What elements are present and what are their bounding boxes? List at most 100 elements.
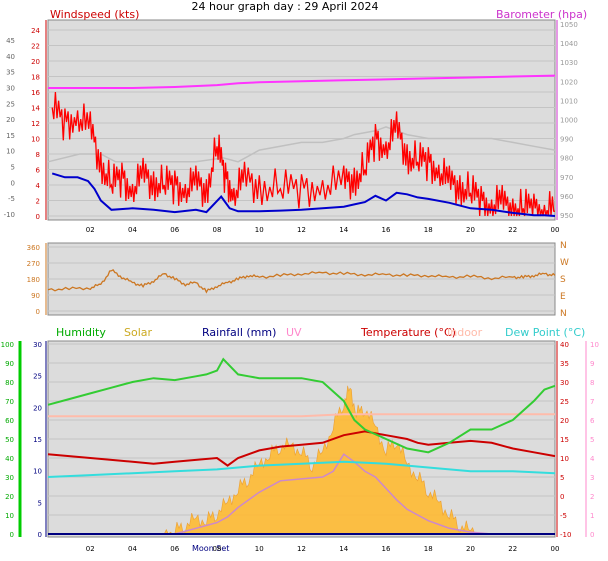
humidity-tick-label: 30 bbox=[5, 474, 14, 482]
outer-scale-tick-label: -5 bbox=[8, 195, 15, 203]
humidity-tick-label: 80 bbox=[5, 379, 14, 387]
direction-tick-label: 90 bbox=[31, 292, 40, 300]
x-tick-label: 10 bbox=[255, 226, 264, 234]
rainfall-tick-label: 15 bbox=[33, 436, 42, 444]
barometer-tick-label: 1010 bbox=[560, 97, 578, 105]
legend-uv: UV bbox=[286, 326, 302, 339]
humidity-tick-label: 100 bbox=[1, 341, 14, 349]
uv-tick-label: 2 bbox=[590, 493, 594, 501]
uv-tick-label: 0 bbox=[590, 531, 594, 539]
windspeed-tick-label: 22 bbox=[31, 43, 40, 51]
humidity-tick-label: 10 bbox=[5, 512, 14, 520]
barometer-tick-label: 1040 bbox=[560, 40, 578, 48]
rainfall-tick-label: 10 bbox=[33, 468, 42, 476]
average-wind-series bbox=[51, 172, 556, 217]
barometer-tick-label: 980 bbox=[560, 155, 573, 163]
barometer-series bbox=[48, 74, 556, 89]
barometer-tick-label: 1030 bbox=[560, 59, 578, 67]
windspeed-tick-label: 2 bbox=[36, 198, 40, 206]
x-tick-label: 20 bbox=[466, 226, 475, 234]
barometer-tick-label: 1020 bbox=[560, 78, 578, 86]
legend-indoor: Indoor bbox=[447, 326, 483, 339]
humidity-series bbox=[47, 357, 556, 454]
x-tick-label: 04 bbox=[128, 226, 137, 234]
temperature-tick-label: -10 bbox=[560, 531, 571, 539]
temperature-series bbox=[47, 430, 556, 467]
humidity-tick-label: 90 bbox=[5, 360, 14, 368]
x-tick-label: 08 bbox=[213, 545, 222, 553]
page-title: 24 hour graph day : 29 April 2024 bbox=[192, 0, 379, 13]
x-tick-label: 02 bbox=[86, 545, 95, 553]
rainfall-tick-label: 5 bbox=[38, 499, 42, 507]
temperature-tick-label: 20 bbox=[560, 417, 569, 425]
humidity-tick-label: 50 bbox=[5, 436, 14, 444]
compass-tick-label: E bbox=[560, 292, 566, 302]
x-tick-label: 14 bbox=[339, 226, 348, 234]
legend-temperature: Temperature (°C) bbox=[360, 326, 456, 339]
x-tick-label: 06 bbox=[170, 226, 179, 234]
barometer-tick-label: 1000 bbox=[560, 117, 578, 125]
legend-humidity: Humidity bbox=[56, 326, 106, 339]
solar-area-series bbox=[163, 385, 482, 535]
temperature-tick-label: 15 bbox=[560, 436, 569, 444]
x-tick-label: 16 bbox=[382, 545, 391, 553]
outer-scale-tick-label: -10 bbox=[4, 211, 15, 219]
windspeed-tick-label: 6 bbox=[36, 167, 41, 175]
x-tick-label: 00 bbox=[551, 226, 560, 234]
outer-scale-tick-label: 30 bbox=[6, 84, 15, 92]
uv-tick-label: 4 bbox=[590, 455, 595, 463]
uv-tick-label: 3 bbox=[590, 474, 594, 482]
x-tick-label: 12 bbox=[297, 545, 306, 553]
windspeed-tick-label: 18 bbox=[31, 74, 40, 82]
windspeed-tick-label: 16 bbox=[31, 89, 40, 97]
humidity-tick-label: 70 bbox=[5, 398, 14, 406]
direction-tick-label: 0 bbox=[36, 308, 40, 316]
compass-tick-label: N bbox=[560, 309, 567, 319]
windspeed-axis-label: Windspeed (kts) bbox=[50, 8, 139, 21]
temperature-tick-label: 25 bbox=[560, 398, 569, 406]
outer-scale-tick-label: 35 bbox=[6, 69, 15, 77]
outer-scale-tick-label: 0 bbox=[11, 179, 15, 187]
windspeed-tick-label: 0 bbox=[36, 213, 40, 221]
uv-tick-label: 9 bbox=[590, 360, 594, 368]
temperature-tick-label: 5 bbox=[560, 474, 564, 482]
windspeed-tick-label: 20 bbox=[31, 58, 40, 66]
direction-tick-label: 360 bbox=[27, 244, 40, 252]
x-tick-label: 22 bbox=[508, 545, 517, 553]
outer-scale-tick-label: 25 bbox=[6, 100, 15, 108]
temperature-tick-label: 0 bbox=[560, 493, 564, 501]
x-tick-label: 02 bbox=[86, 226, 95, 234]
windspeed-tick-label: 8 bbox=[36, 151, 40, 159]
uv-tick-label: 5 bbox=[590, 436, 594, 444]
direction-tick-label: 270 bbox=[27, 260, 40, 268]
x-tick-label: 16 bbox=[382, 226, 391, 234]
x-tick-label: 20 bbox=[466, 545, 475, 553]
humidity-tick-label: 60 bbox=[5, 417, 14, 425]
barometer-axis-label: Barometer (hpa) bbox=[496, 8, 587, 21]
rainfall-tick-label: 0 bbox=[38, 531, 42, 539]
uv-tick-label: 6 bbox=[590, 417, 595, 425]
indoor-temperature-series bbox=[48, 413, 555, 418]
temperature-tick-label: 10 bbox=[560, 455, 569, 463]
windspeed-tick-label: 12 bbox=[31, 120, 40, 128]
outer-scale-tick-label: 5 bbox=[11, 164, 15, 172]
chart-dynamic-layer: 242220181614121086420454035302520151050-… bbox=[1, 20, 599, 553]
barometer-tick-label: 960 bbox=[560, 193, 573, 201]
direction-tick-label: 180 bbox=[27, 276, 40, 284]
rainfall-tick-label: 30 bbox=[33, 341, 42, 349]
barometer-tick-label: 950 bbox=[560, 212, 573, 220]
outer-scale-tick-label: 15 bbox=[6, 132, 15, 140]
windspeed-tick-label: 4 bbox=[36, 182, 41, 190]
x-tick-label: 00 bbox=[551, 545, 560, 553]
windspeed-tick-label: 24 bbox=[31, 27, 40, 35]
x-tick-label: 12 bbox=[297, 226, 306, 234]
x-tick-label: 14 bbox=[339, 545, 348, 553]
windspeed-series bbox=[51, 91, 556, 217]
legend-rainfall: Rainfall (mm) bbox=[202, 326, 276, 339]
uv-tick-label: 1 bbox=[590, 512, 594, 520]
compass-tick-label: W bbox=[560, 258, 569, 268]
uv-tick-label: 8 bbox=[590, 379, 594, 387]
uv-tick-label: 10 bbox=[590, 341, 599, 349]
x-tick-label: 08 bbox=[213, 226, 222, 234]
